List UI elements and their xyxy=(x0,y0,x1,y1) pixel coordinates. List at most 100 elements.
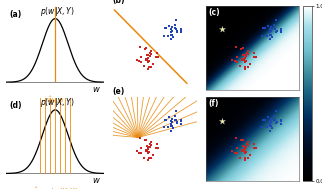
Point xyxy=(151,63,156,66)
Point xyxy=(245,65,251,68)
Point xyxy=(146,60,151,63)
Point xyxy=(232,60,238,63)
Point xyxy=(244,51,250,54)
Point xyxy=(234,146,239,149)
Point xyxy=(146,59,151,62)
Point xyxy=(278,28,283,31)
Point xyxy=(147,142,153,145)
Point xyxy=(170,117,175,120)
Point xyxy=(161,34,166,37)
Point xyxy=(272,27,277,30)
Point xyxy=(251,51,257,54)
Point xyxy=(273,110,278,113)
Point xyxy=(147,51,153,54)
Point xyxy=(174,27,179,30)
Point xyxy=(178,120,184,123)
Point xyxy=(168,31,174,34)
Point xyxy=(234,60,239,63)
Point xyxy=(268,28,273,31)
Point xyxy=(243,66,248,69)
Point xyxy=(173,118,178,121)
Point xyxy=(168,124,174,127)
Point xyxy=(172,115,177,118)
Point xyxy=(242,60,248,63)
Point xyxy=(245,156,251,160)
Point xyxy=(262,118,267,121)
Point xyxy=(253,147,259,150)
Point xyxy=(144,138,149,141)
Point xyxy=(260,27,266,30)
Point xyxy=(271,115,277,118)
Point xyxy=(146,66,151,69)
Text: (b): (b) xyxy=(113,0,125,5)
Point xyxy=(144,54,149,57)
Point xyxy=(269,29,274,32)
Point xyxy=(146,150,151,153)
Point xyxy=(268,119,273,122)
Text: $w$: $w$ xyxy=(92,85,101,94)
Point xyxy=(168,28,174,31)
Point xyxy=(151,154,156,157)
Point xyxy=(146,158,151,161)
Point xyxy=(178,28,184,31)
Point xyxy=(269,125,274,128)
Point xyxy=(166,115,171,118)
Text: (e): (e) xyxy=(113,87,125,96)
Point xyxy=(245,144,250,147)
Point xyxy=(164,118,169,121)
Point xyxy=(268,122,273,125)
Point xyxy=(156,55,161,58)
Point xyxy=(146,54,151,57)
Point xyxy=(166,35,171,38)
Text: (d): (d) xyxy=(9,101,22,110)
Point xyxy=(146,152,151,155)
Point xyxy=(246,49,251,52)
Point xyxy=(142,65,147,68)
Point xyxy=(240,150,245,153)
Point xyxy=(142,156,147,159)
Point xyxy=(144,57,149,60)
Text: (a): (a) xyxy=(9,10,21,19)
Point xyxy=(244,55,249,58)
Point xyxy=(168,33,174,36)
Point xyxy=(241,58,246,61)
Point xyxy=(229,58,234,61)
Point xyxy=(253,55,259,58)
Point xyxy=(147,55,152,58)
Point xyxy=(144,149,149,152)
Point xyxy=(138,55,143,58)
Point xyxy=(138,60,143,63)
Point xyxy=(269,34,274,37)
Point xyxy=(170,26,175,29)
Point xyxy=(269,26,274,29)
Point xyxy=(168,129,173,132)
Point xyxy=(145,147,150,150)
Point xyxy=(172,24,177,27)
Point xyxy=(142,48,147,51)
Point xyxy=(146,145,151,148)
Text: $\hat{w}_{MAP}$: $\hat{w}_{MAP}$ xyxy=(46,94,64,106)
Point xyxy=(138,152,143,155)
Text: (c): (c) xyxy=(209,8,220,17)
Point xyxy=(271,24,277,27)
Point xyxy=(279,31,284,34)
Point xyxy=(145,56,150,59)
Point xyxy=(239,139,244,142)
Point xyxy=(229,149,234,152)
Point xyxy=(242,158,247,161)
Point xyxy=(179,31,184,34)
Point xyxy=(269,117,274,120)
Point xyxy=(174,31,179,34)
Point xyxy=(146,67,151,70)
Point xyxy=(268,124,273,127)
Point xyxy=(260,34,265,37)
Point xyxy=(269,35,274,38)
Point xyxy=(260,125,265,128)
Point xyxy=(241,57,246,60)
Text: (f): (f) xyxy=(209,99,219,108)
Point xyxy=(148,49,154,52)
Point xyxy=(248,154,253,157)
Point xyxy=(238,65,243,68)
Point xyxy=(174,119,179,122)
Point xyxy=(145,58,150,61)
